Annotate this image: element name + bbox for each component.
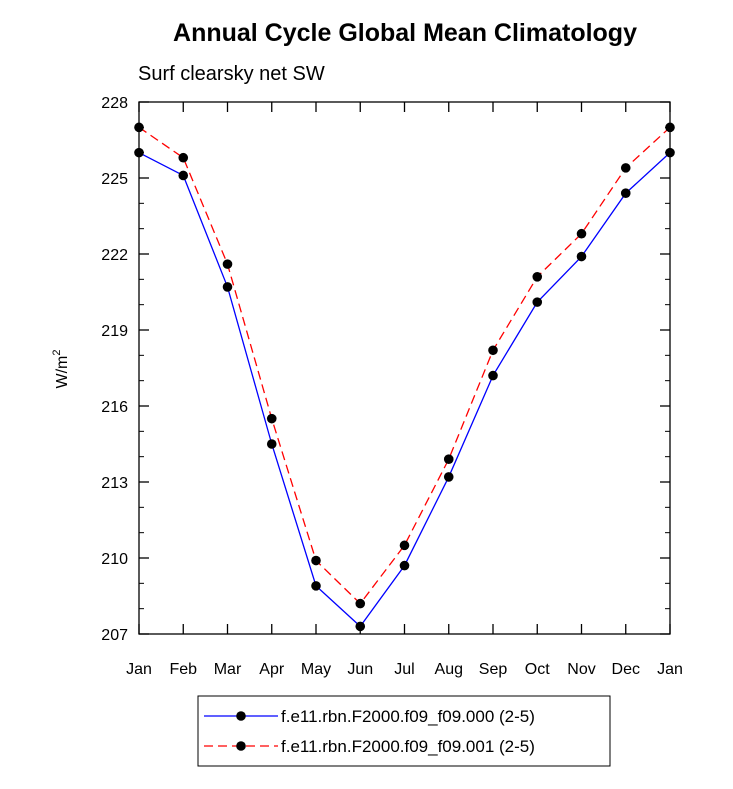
data-point-series-1 <box>488 370 498 381</box>
data-point-series-2 <box>311 555 321 566</box>
data-point-series-1 <box>311 581 321 591</box>
y-tick-label: 216 <box>101 399 128 416</box>
x-tick-label: Sep <box>479 661 508 678</box>
legend-label-1: f.e11.rbn.F2000.f09_f09.000 (2-5) <box>281 707 535 726</box>
legend-marker-1 <box>236 711 246 721</box>
y-tick-label: 225 <box>101 171 128 188</box>
y-tick-label: 222 <box>101 247 128 264</box>
data-point-series-2 <box>488 345 498 356</box>
data-point-series-1 <box>665 147 675 158</box>
x-tick-label: Mar <box>214 661 242 678</box>
y-tick-label: 210 <box>101 551 128 568</box>
chart-title: Annual Cycle Global Mean Climatology <box>173 19 637 47</box>
data-point-series-1 <box>620 188 631 198</box>
data-point-series-1 <box>134 147 144 158</box>
data-point-series-1 <box>532 297 543 307</box>
series-line-1 <box>138 152 671 628</box>
data-point-series-2 <box>355 598 366 609</box>
y-tick-label: 219 <box>101 323 128 340</box>
y-axis-label-base: W/m <box>54 356 71 389</box>
data-point-series-1 <box>399 560 410 571</box>
x-tick-label: Feb <box>169 661 197 678</box>
x-tick-label: Nov <box>567 661 595 678</box>
data-point-series-1 <box>443 472 454 482</box>
axes: 207 210 213 216 219 222 225 228 Jan Feb Mar Apr May J… <box>101 95 683 678</box>
y-tick-label: 228 <box>101 95 128 112</box>
x-tick-label: Jan <box>657 661 683 678</box>
legend-label-2: f.e11.rbn.F2000.f09_f09.001 (2-5) <box>281 737 535 756</box>
data-point-series-2 <box>576 228 587 239</box>
x-tick-label: Jul <box>394 661 414 678</box>
legend-marker-2 <box>236 741 246 751</box>
legend-box <box>197 695 611 767</box>
y-tick-label: 207 <box>101 627 128 644</box>
x-tick-label: Aug <box>435 661 463 678</box>
data-point-series-2 <box>134 122 144 133</box>
chart-subtitle: Surf clearsky net SW <box>138 63 325 85</box>
y-tick-label: 213 <box>101 475 128 492</box>
data-point-series-2 <box>620 163 631 173</box>
x-tick-label: Apr <box>259 661 285 678</box>
legend: f.e11.rbn.F2000.f09_f09.000 (2-5) f.e11.r… <box>204 707 535 756</box>
data-point-series-2 <box>443 454 454 465</box>
data-point-series-2 <box>399 540 410 551</box>
x-tick-label: Jan <box>126 661 152 678</box>
data-point-series-2 <box>665 122 675 133</box>
series-line-2 <box>138 126 671 605</box>
x-tick-label: Dec <box>612 661 640 678</box>
data-point-series-1 <box>178 170 189 181</box>
y-axis-label-sup: 2 <box>51 350 63 356</box>
data-point-series-1 <box>576 251 587 262</box>
data-point-series-1 <box>222 282 233 292</box>
data-point-series-2 <box>532 272 543 282</box>
plot-frame <box>138 101 671 635</box>
data-point-series-2 <box>222 259 233 269</box>
data-point-series-2 <box>178 152 189 163</box>
data-point-series-1 <box>355 621 366 632</box>
series-layer <box>134 122 675 632</box>
x-tick-label: Jun <box>347 661 373 678</box>
x-tick-label: May <box>301 661 331 678</box>
y-axis-label: W/m2 <box>51 350 71 389</box>
x-tick-label: Oct <box>525 661 550 678</box>
data-point-series-1 <box>266 439 277 449</box>
data-point-series-2 <box>266 413 277 424</box>
